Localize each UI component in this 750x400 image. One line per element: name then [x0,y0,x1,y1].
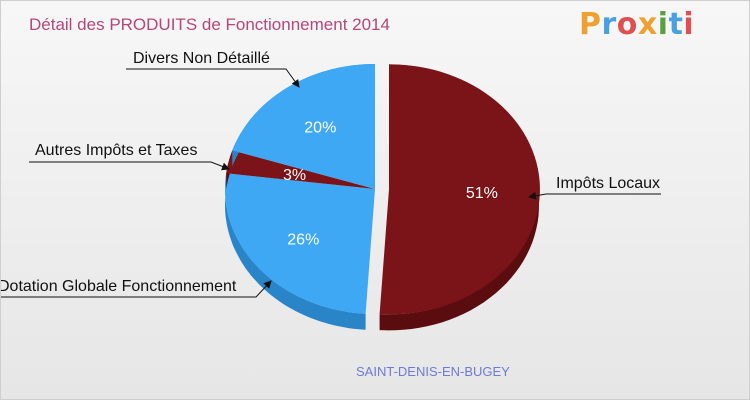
logo-letter: t [668,7,684,42]
pie-slice [232,63,375,189]
logo-letter: i [657,7,669,42]
pie-slice-top [232,63,375,189]
pie-slice-side [225,173,366,330]
percent-labels: 51% 26% 3% 20% [283,119,498,248]
pie-slice-top [226,150,375,189]
slice-name-label: Autres Impôts et Taxes [35,142,197,159]
callout-line [126,68,300,88]
logo-letter: r [601,7,617,42]
logo-letter: P [579,7,602,42]
proxiti-logo[interactable]: Proxiti [579,7,694,42]
pie-slice-top [225,173,375,314]
callout-autres-impots: Autres Impôts et Taxes [29,142,230,171]
callout-line [528,191,661,200]
slice-name-label: Dotation Globale Fonctionnement [1,278,237,295]
percent-label: 26% [287,231,319,248]
percent-label: 3% [283,167,306,184]
pie-slices [225,63,540,331]
pie-slice [379,64,540,331]
slice-name-label: Divers Non Détaillé [133,50,270,67]
logo-letter: o [616,7,638,42]
chart-title: Détail des PRODUITS de Fonctionnement 20… [29,15,390,34]
logo-letter: x [637,7,658,42]
pie-slice [225,173,375,330]
slice-name-label: Impôts Locaux [556,175,660,192]
callout-divers-non-detaille: Divers Non Détaillé [126,50,300,88]
callout-line [1,280,272,298]
location-label: SAINT-DENIS-EN-BUGEY [356,364,510,379]
percent-label: 20% [304,119,336,136]
callout-impots-locaux: Impôts Locaux [528,175,661,200]
logo-letter: i [683,7,695,42]
percent-label: 51% [466,185,498,202]
callout-dotation-globale: Dotation Globale Fonctionnement [1,278,272,298]
pie-slice-top [379,64,540,315]
callout-line [29,161,230,171]
